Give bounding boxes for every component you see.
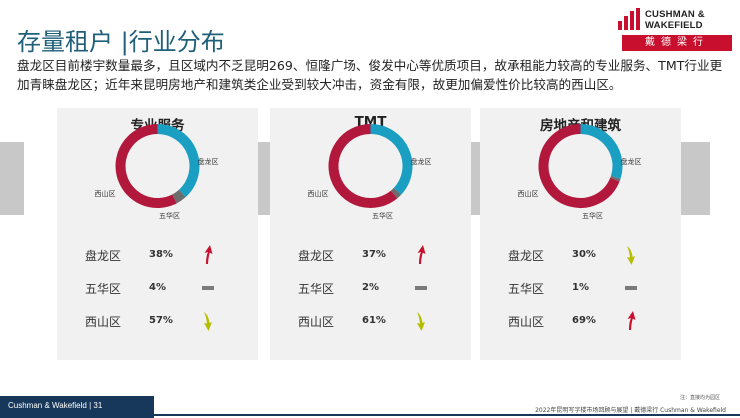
donut-slice-2 <box>115 124 177 208</box>
left-decor-block <box>0 142 24 215</box>
slice-label: 西山区 <box>518 189 539 198</box>
right-decor-block <box>676 142 710 215</box>
slice-label: 盘龙区 <box>198 157 219 166</box>
district-label: 西山区 <box>508 315 545 329</box>
stat-row: 五华区 2% <box>270 277 471 299</box>
donut-slice-0 <box>370 124 413 195</box>
share-value: 2% <box>362 282 379 293</box>
stat-row: 西山区 61% <box>270 310 471 332</box>
slice-label: 盘龙区 <box>621 157 642 166</box>
share-value: 61% <box>362 315 386 326</box>
district-label: 五华区 <box>508 282 545 296</box>
chart-panel-2: TMT 盘龙区 五华区 西山区 盘龙区 37% 五华区 2% 西山区 61% <box>270 108 471 360</box>
slice-label: 五华区 <box>582 211 603 220</box>
share-value: 1% <box>572 282 589 293</box>
up-arrow-icon <box>627 311 636 330</box>
district-label: 西山区 <box>298 315 335 329</box>
logo-wordmark: CUSHMAN & WAKEFIELD <box>645 9 705 31</box>
slice-label: 西山区 <box>308 189 329 198</box>
donut-slice-2 <box>538 124 620 208</box>
chart-panel-3: 房地产和建筑 盘龙区 五华区 西山区 盘龙区 30% 五华区 1% 西山区 69% <box>480 108 681 360</box>
flat-dash-icon <box>202 286 214 290</box>
page-title: 存量租户 |行业分布 <box>17 28 225 56</box>
district-label: 西山区 <box>85 315 122 329</box>
down-arrow-icon <box>627 246 635 265</box>
slice-label: 盘龙区 <box>411 157 432 166</box>
donut-slice-2 <box>328 124 398 208</box>
donut-slice-1 <box>172 189 186 204</box>
stat-row: 盘龙区 37% <box>270 244 471 266</box>
mid-decor-block-1 <box>258 142 271 215</box>
stat-row: 盘龙区 30% <box>480 244 681 266</box>
district-label: 五华区 <box>298 282 335 296</box>
footer-left-text: Cushman & Wakefield | 31 <box>8 401 103 410</box>
donut-slice-1 <box>390 187 402 199</box>
slice-label: 五华区 <box>159 211 180 220</box>
chart-panel-1: 专业服务 盘龙区 五华区 西山区 盘龙区 38% 五华区 4% 西山区 57% <box>57 108 258 360</box>
flat-dash-icon <box>625 286 637 290</box>
share-value: 38% <box>149 249 173 260</box>
share-value: 4% <box>149 282 166 293</box>
district-label: 盘龙区 <box>508 249 545 263</box>
logo-chinese-name: 戴德梁行 <box>622 35 732 51</box>
share-value: 57% <box>149 315 173 326</box>
share-value: 69% <box>572 315 596 326</box>
stat-row: 盘龙区 38% <box>57 244 258 266</box>
stat-row: 五华区 4% <box>57 277 258 299</box>
slice-label: 西山区 <box>95 189 116 198</box>
footer-right-text: 2022年昆明写字楼市场回顾与展望 | 戴德梁行 Cushman & Wakef… <box>535 407 726 414</box>
share-value: 37% <box>362 249 386 260</box>
district-label: 五华区 <box>85 282 122 296</box>
footnote: 注：直接均为园区 <box>680 395 721 401</box>
up-arrow-icon <box>417 245 426 264</box>
donut-slice-1 <box>610 175 621 182</box>
description-text: 盘龙区目前楼宇数量最多，且区域内不乏昆明269、恒隆广场、俊发中心等优质项目，故… <box>17 58 723 92</box>
footer-bar: Cushman & Wakefield | 31 <box>0 396 154 418</box>
flat-dash-icon <box>415 286 427 290</box>
down-arrow-icon <box>204 312 212 331</box>
district-label: 盘龙区 <box>85 249 122 263</box>
footer-line <box>0 414 740 416</box>
slice-label: 五华区 <box>372 211 393 220</box>
stat-row: 五华区 1% <box>480 277 681 299</box>
district-label: 盘龙区 <box>298 249 335 263</box>
donut-slice-0 <box>580 124 623 179</box>
down-arrow-icon <box>417 312 425 331</box>
stat-row: 西山区 57% <box>57 310 258 332</box>
stat-row: 西山区 69% <box>480 310 681 332</box>
donut-slice-0 <box>157 124 200 198</box>
company-logo: CUSHMAN & WAKEFIELD 戴德梁行 <box>618 6 734 52</box>
share-value: 30% <box>572 249 596 260</box>
up-arrow-icon <box>204 245 213 264</box>
logo-bars-icon <box>618 8 640 30</box>
